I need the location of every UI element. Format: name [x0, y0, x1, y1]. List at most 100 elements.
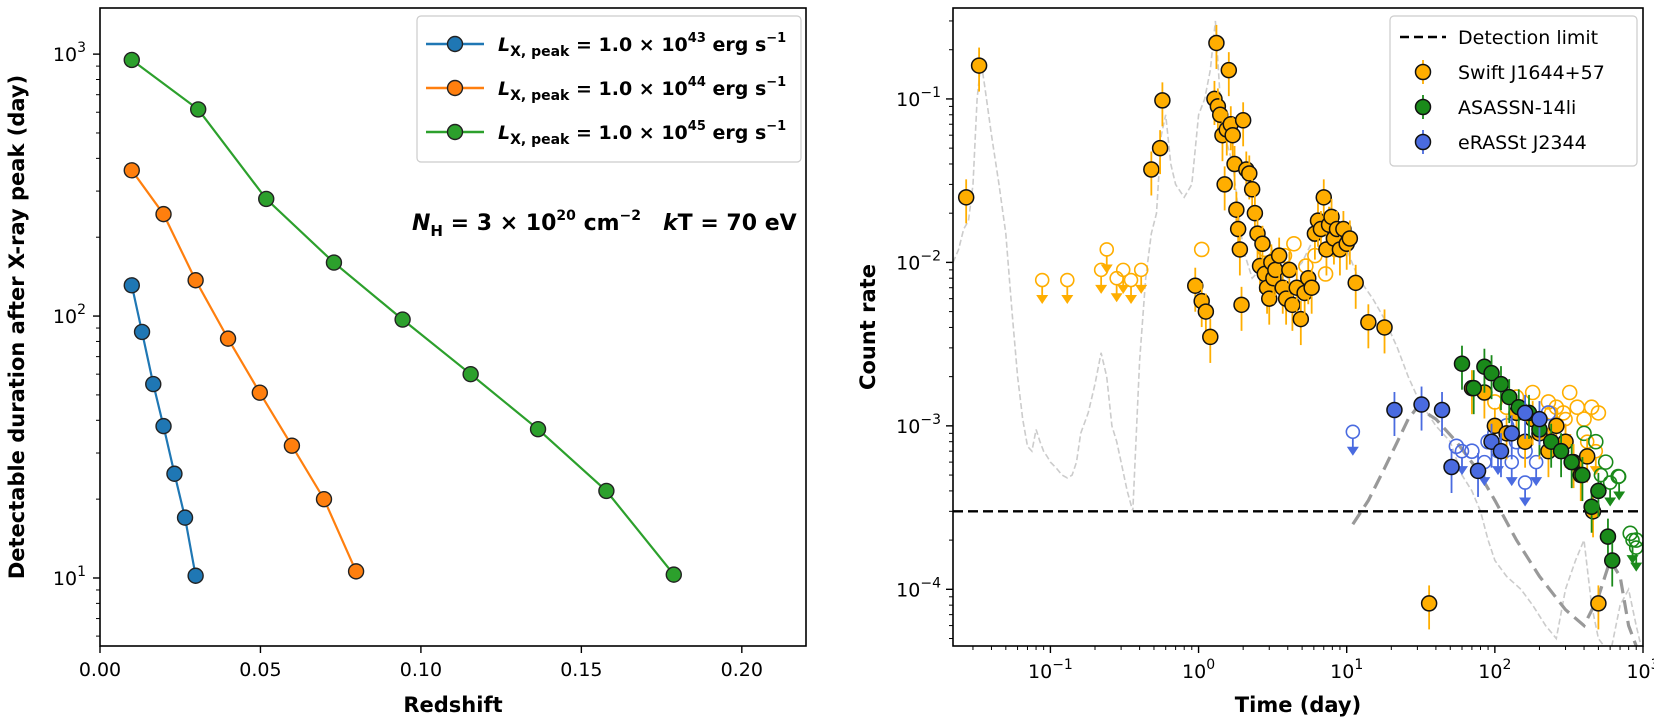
swift-detection-point — [1202, 328, 1219, 346]
legend-marker — [1414, 133, 1432, 151]
asassn-open-point — [1610, 468, 1626, 485]
erass-detection-point — [1516, 404, 1534, 422]
swift-detection-point — [1187, 277, 1204, 294]
swift-detection-point — [1220, 61, 1238, 79]
nh-kt-annotation: NH = 3 × 1020 cm−2 kT = 70 eV — [412, 208, 797, 240]
swift-detection-point — [1315, 189, 1333, 206]
upper-limit-arrow — [1061, 295, 1074, 305]
asassn-open-point — [1576, 425, 1592, 442]
right-ytick-label: 10−3 — [896, 412, 941, 438]
swift-detection-point — [1292, 310, 1310, 328]
upper-limit-arrow — [1135, 284, 1148, 294]
series-point — [187, 567, 204, 584]
left-legend-box — [416, 15, 802, 163]
swift-detection-point — [1234, 112, 1252, 129]
right-legend: Detection limit Swift J1644+57 ASASSN-14li… — [1389, 15, 1638, 167]
series-point — [123, 51, 140, 69]
legend-marker — [446, 79, 464, 97]
right-xtick-label: 10−1 — [1028, 657, 1073, 683]
erass-open-point — [1448, 438, 1465, 455]
series-point — [462, 365, 479, 383]
swift-open-point — [1286, 235, 1302, 252]
legend-marker — [1414, 98, 1432, 116]
legend-label: ASASSN-14li — [1458, 97, 1576, 119]
erass-detection-point — [1503, 425, 1520, 442]
left-series — [123, 51, 682, 584]
swift-open-point — [1540, 394, 1557, 410]
swift-upper-limit — [1059, 272, 1075, 305]
swift-detection-point — [1211, 106, 1229, 124]
legend-label: LX, peak = 1.0 × 1045 erg s−1 — [498, 119, 786, 148]
asassn-detection-point — [1563, 453, 1580, 471]
legend-label: LX, peak = 1.0 × 1044 erg s−1 — [498, 75, 786, 104]
right-ylabel: Count rate — [856, 264, 880, 390]
asassn-open-point — [1628, 532, 1643, 548]
right-xtick-label: 102 — [1478, 657, 1511, 683]
swift-detection-point — [1229, 220, 1247, 238]
asassn-detection-point — [1552, 442, 1570, 460]
swift-late-point — [1590, 595, 1607, 612]
series-point — [283, 437, 301, 454]
right-ytick-label: 10−1 — [896, 85, 941, 111]
series-point — [251, 384, 269, 401]
asassn-open-point — [1587, 433, 1604, 450]
swift-detection-point — [1143, 161, 1160, 178]
upper-limit-arrow — [1346, 446, 1359, 456]
erass-detection-point — [1531, 410, 1548, 428]
asassn-detection-point — [1542, 433, 1560, 450]
swift-upper-limit — [1034, 272, 1050, 305]
swift-late-point — [1578, 448, 1596, 465]
erass-open-point — [1464, 443, 1480, 459]
asassn-detection-point — [1603, 552, 1621, 569]
series-point — [315, 490, 333, 508]
series-point — [123, 162, 140, 179]
series-point — [155, 205, 172, 223]
swift-detection-point — [957, 189, 975, 206]
series-point — [325, 254, 343, 271]
asassn-open-point — [1597, 454, 1614, 470]
series-point — [176, 509, 194, 526]
left-xtick-label: 0.05 — [239, 659, 281, 681]
series-point — [123, 277, 140, 294]
series-point — [189, 101, 207, 118]
swift-late-point — [1548, 417, 1565, 435]
legend-marker — [446, 123, 464, 141]
swift-detection-point — [1231, 241, 1249, 258]
series-point — [133, 323, 151, 341]
series-point — [166, 465, 183, 482]
right-axis-ticks: 10−1 100 101 102 103 10−4 10−3 10−2 10−1 — [896, 20, 1654, 683]
left-xtick-label: 0.10 — [400, 659, 442, 681]
swift-detection-point — [1281, 261, 1298, 279]
left-ytick-label: 102 — [53, 302, 86, 328]
right-xtick-label: 101 — [1330, 657, 1363, 683]
series-point — [155, 417, 172, 435]
swift-detection-point — [1347, 274, 1364, 292]
right-xtick-label: 103 — [1626, 657, 1654, 683]
series-point — [598, 482, 615, 500]
erass-detection-point — [1433, 401, 1451, 419]
series-point — [665, 566, 682, 583]
asassn-detection-point — [1590, 482, 1607, 500]
left-ylabel: Detectable duration after X-ray peak (da… — [5, 75, 29, 579]
series-point — [258, 190, 275, 208]
right-background-curve — [953, 20, 1642, 646]
swift-detection-point — [1341, 230, 1359, 247]
swift-detection-point — [1154, 92, 1171, 109]
erass-detection-point — [1413, 396, 1430, 413]
upper-limit-arrow — [1036, 295, 1049, 305]
swift-upper-limit — [1133, 262, 1149, 294]
swift-open-point — [1524, 384, 1541, 401]
asassn-detection-point — [1500, 388, 1518, 406]
swift-detection-point — [1284, 296, 1301, 314]
legend-marker — [1414, 63, 1432, 81]
upper-limit-arrow — [1117, 284, 1130, 294]
series-line-1 — [130, 169, 358, 572]
erass-upper-limit — [1345, 424, 1361, 456]
swift-detection-point — [970, 57, 988, 74]
upper-limit-arrow — [1613, 491, 1626, 501]
upper-limit-arrow — [1530, 477, 1543, 487]
asassn-detection-point — [1574, 466, 1591, 484]
swift-upper-limit — [1099, 242, 1115, 274]
left-xlabel: Redshift — [403, 693, 502, 717]
swift-detection-point — [1216, 176, 1233, 193]
